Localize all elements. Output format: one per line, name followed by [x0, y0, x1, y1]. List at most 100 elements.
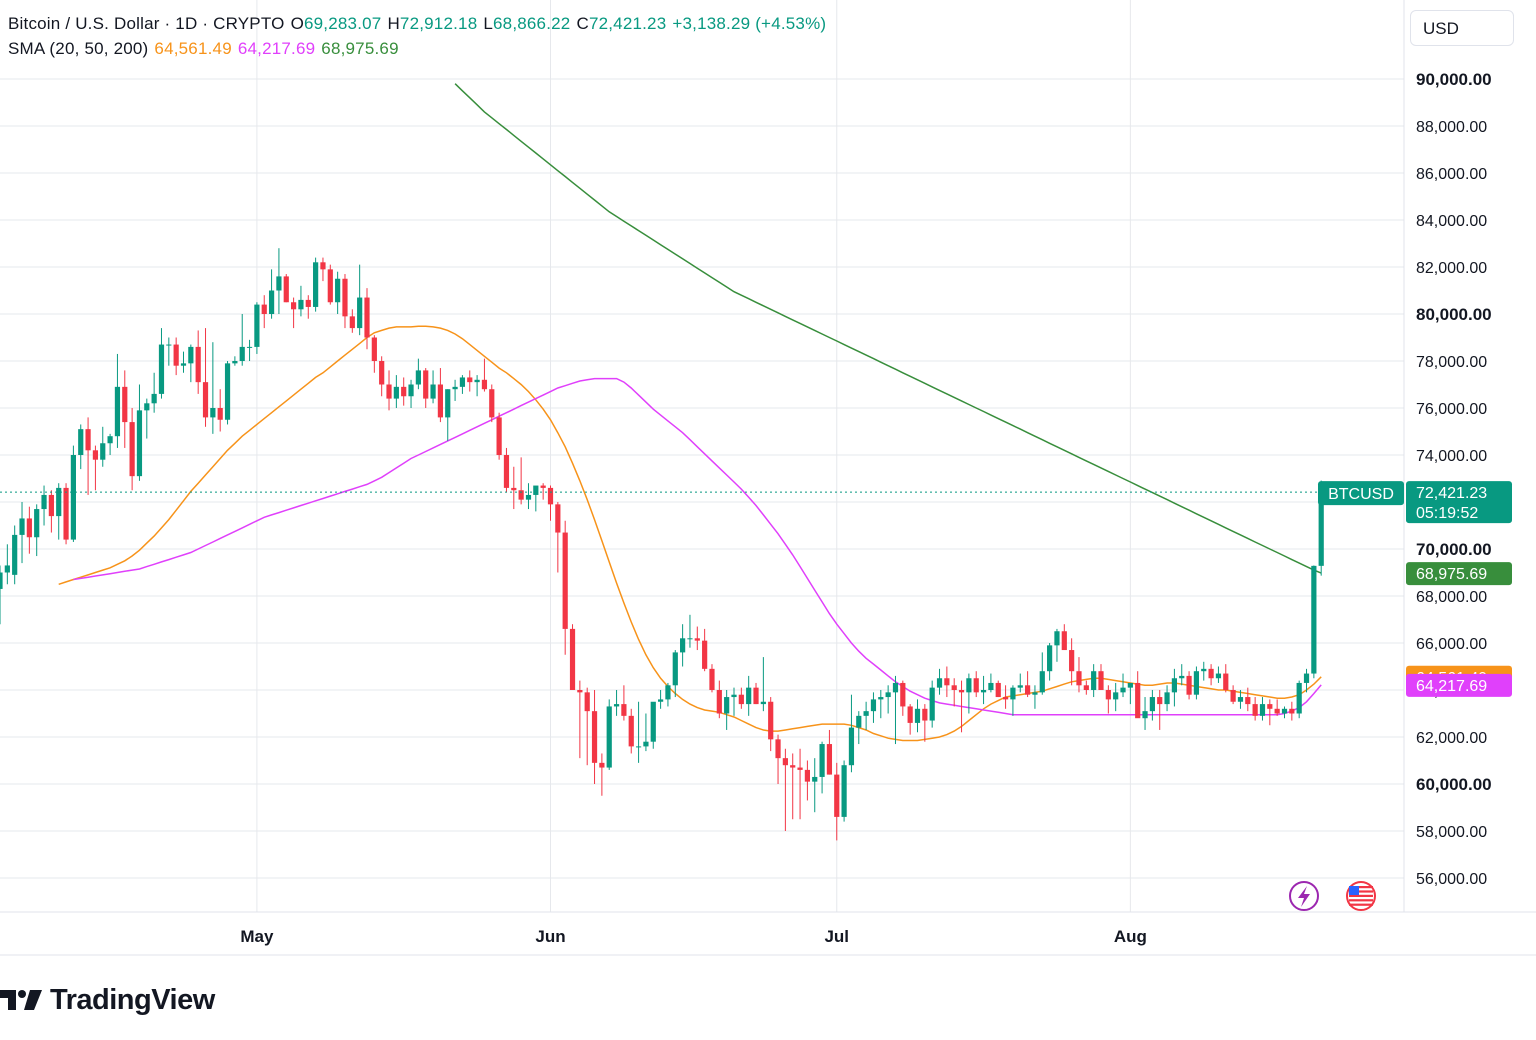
candle-body — [1113, 692, 1119, 700]
candle-body — [1039, 671, 1045, 693]
candle-body — [922, 708, 928, 721]
candle-body — [870, 699, 877, 712]
candle-body — [1245, 697, 1251, 705]
last-price-value: 72,421.23 — [1416, 485, 1487, 502]
candle-body — [1274, 708, 1280, 714]
candle-body — [408, 384, 414, 397]
candle-body — [599, 762, 605, 768]
candle-body — [635, 746, 642, 748]
candle-body — [1105, 690, 1111, 700]
us-flag-stripe — [1349, 903, 1373, 906]
candle-body — [401, 386, 407, 397]
candle-body — [540, 485, 546, 488]
candle-body — [1120, 687, 1126, 693]
candle-body — [1083, 685, 1089, 690]
us-flag-stripe — [1349, 899, 1373, 902]
candle-body — [114, 386, 121, 437]
sma-legend[interactable]: SMA (20, 50, 200) 64,561.49 64,217.69 68,97… — [8, 39, 405, 59]
candle-body — [790, 765, 796, 768]
candle-body — [349, 316, 355, 329]
tradingview-brand[interactable]: TradingView — [0, 980, 215, 1020]
candle-body — [621, 704, 627, 716]
y-tick-label: 56,000.00 — [1416, 871, 1487, 888]
candle-body — [936, 678, 943, 688]
sma-line-sma20 — [58, 325, 1322, 742]
candle-body — [944, 678, 950, 686]
close-label: C — [576, 14, 589, 33]
candle-body — [246, 346, 253, 348]
candle-body — [313, 262, 319, 307]
candle-body — [261, 304, 267, 314]
candle-body — [738, 694, 744, 705]
candle-body — [591, 711, 598, 763]
candle-body — [34, 509, 40, 538]
y-tick-label: 82,000.00 — [1416, 260, 1487, 277]
candle-body — [283, 276, 289, 303]
y-tick-label: 90,000.00 — [1416, 70, 1492, 89]
candle-body — [680, 638, 686, 653]
high-label: H — [387, 14, 400, 33]
candle-body — [702, 640, 708, 669]
x-tick-label: Aug — [1114, 927, 1147, 946]
y-tick-label: 62,000.00 — [1416, 730, 1487, 747]
sma200-value: 68,975.69 — [321, 39, 399, 58]
candle-body — [136, 410, 143, 477]
candle-body — [78, 429, 84, 455]
candle-body — [782, 758, 788, 766]
candle-body — [841, 765, 847, 817]
y-tick-label: 80,000.00 — [1416, 305, 1492, 324]
lightning-icon-glyph — [1298, 886, 1310, 907]
candle-body — [0, 572, 3, 589]
candle-body — [276, 276, 282, 291]
sma-price-tag — [1406, 673, 1512, 697]
candle-body — [958, 690, 965, 693]
candle-body — [914, 708, 921, 723]
sma-price-tag-label: 68,975.69 — [1416, 566, 1487, 583]
candle-body — [1230, 690, 1236, 702]
candle-body — [1061, 631, 1067, 651]
candle-body — [1318, 492, 1324, 566]
candle-body — [878, 697, 884, 700]
candle-body — [577, 690, 583, 693]
y-tick-label: 76,000.00 — [1416, 401, 1487, 418]
candle-body — [232, 361, 238, 364]
y-tick-label: 86,000.00 — [1416, 166, 1487, 183]
candle-body — [188, 346, 194, 364]
candle-body — [694, 638, 700, 641]
candle-body — [1171, 678, 1177, 693]
candle-body — [643, 741, 649, 747]
candle-body — [393, 386, 399, 399]
candle-body — [467, 377, 473, 383]
candle-body — [775, 739, 781, 759]
candle-body — [430, 384, 436, 399]
candle-body — [1237, 697, 1244, 702]
candle-body — [320, 262, 326, 270]
y-tick-label: 66,000.00 — [1416, 636, 1487, 653]
sma20-value: 64,561.49 — [154, 39, 232, 58]
candle-body — [951, 685, 957, 690]
sma-price-tag — [1406, 562, 1512, 586]
high-value: 72,912.18 — [399, 14, 478, 33]
candle-body — [70, 455, 76, 540]
candle-body — [1201, 668, 1207, 672]
symbol-name: Bitcoin / U.S. Dollar · 1D · CRYPTO — [8, 14, 285, 33]
candle-body — [481, 379, 488, 390]
candle-body — [173, 344, 179, 366]
open-label: O — [290, 14, 304, 33]
candle-body — [812, 776, 818, 782]
candle-body — [26, 518, 32, 538]
candle-body — [224, 363, 231, 420]
candle-body — [144, 403, 150, 411]
open-value: 69,283.07 — [304, 14, 382, 33]
sma-label: SMA (20, 50, 200) — [8, 39, 149, 58]
candle-body — [1289, 708, 1295, 714]
candle-body — [122, 386, 128, 423]
candle-body — [1032, 692, 1038, 695]
change-value: +3,138.29 (+4.53%) — [672, 14, 827, 33]
candle-body — [753, 687, 759, 705]
currency-button[interactable]: USD — [1410, 10, 1514, 46]
candle-body — [1259, 704, 1266, 716]
symbol-tag[interactable] — [1318, 481, 1404, 506]
candle-body — [834, 774, 840, 817]
